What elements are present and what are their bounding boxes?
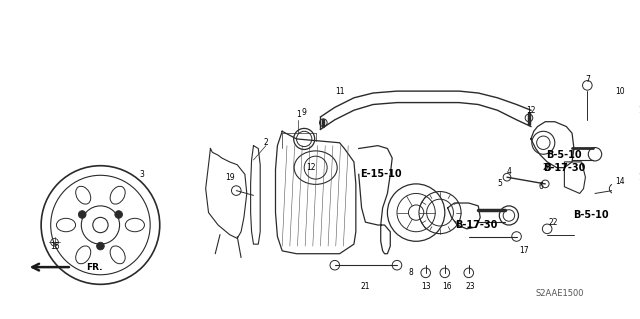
Text: 11: 11 [335, 86, 344, 96]
Ellipse shape [76, 186, 91, 204]
Text: 19: 19 [225, 173, 234, 182]
Text: 5: 5 [498, 179, 503, 189]
Text: 21: 21 [361, 282, 370, 291]
Text: 18: 18 [638, 173, 640, 182]
Text: 13: 13 [421, 282, 431, 291]
Text: B-17-30: B-17-30 [543, 163, 586, 173]
Text: 15: 15 [51, 241, 60, 250]
Text: 4: 4 [506, 167, 511, 176]
Text: 1: 1 [296, 109, 301, 119]
Ellipse shape [125, 218, 145, 232]
Text: 23: 23 [466, 282, 476, 291]
Text: S2AAE1500: S2AAE1500 [536, 289, 584, 298]
Text: 12: 12 [526, 106, 536, 115]
Text: 3: 3 [139, 170, 144, 179]
Text: 17: 17 [520, 246, 529, 255]
Text: 9: 9 [301, 108, 307, 117]
Text: 10: 10 [615, 86, 625, 96]
Text: 6: 6 [538, 182, 543, 191]
Text: 14: 14 [615, 177, 625, 187]
Text: 16: 16 [442, 282, 452, 291]
Text: 8: 8 [409, 268, 413, 277]
Text: 12: 12 [306, 163, 316, 172]
Text: FR.: FR. [86, 263, 102, 271]
Circle shape [97, 242, 104, 250]
Circle shape [115, 211, 122, 218]
Text: E-15-10: E-15-10 [360, 169, 401, 179]
Circle shape [78, 211, 86, 218]
Text: 2: 2 [264, 138, 268, 147]
Text: B-17-30: B-17-30 [455, 220, 497, 230]
Text: 18: 18 [638, 106, 640, 115]
Text: 20: 20 [542, 163, 552, 172]
Ellipse shape [76, 246, 91, 264]
Text: 22: 22 [548, 218, 557, 227]
Ellipse shape [110, 186, 125, 204]
Ellipse shape [56, 218, 76, 232]
Text: 7: 7 [585, 75, 590, 84]
Text: B-5-10: B-5-10 [547, 150, 582, 160]
Text: B-5-10: B-5-10 [573, 211, 609, 220]
Ellipse shape [110, 246, 125, 264]
